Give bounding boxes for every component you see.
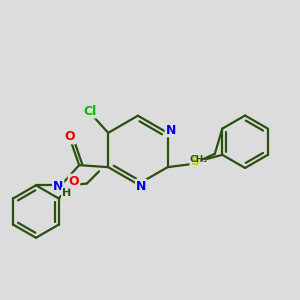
- Text: N: N: [166, 124, 176, 136]
- Text: H: H: [62, 188, 71, 198]
- Text: Cl: Cl: [83, 105, 96, 118]
- Text: O: O: [64, 130, 75, 143]
- Text: O: O: [69, 175, 79, 188]
- Text: CH₃: CH₃: [189, 155, 207, 164]
- Text: S: S: [190, 155, 200, 168]
- Text: N: N: [136, 180, 146, 193]
- Text: N: N: [53, 180, 63, 193]
